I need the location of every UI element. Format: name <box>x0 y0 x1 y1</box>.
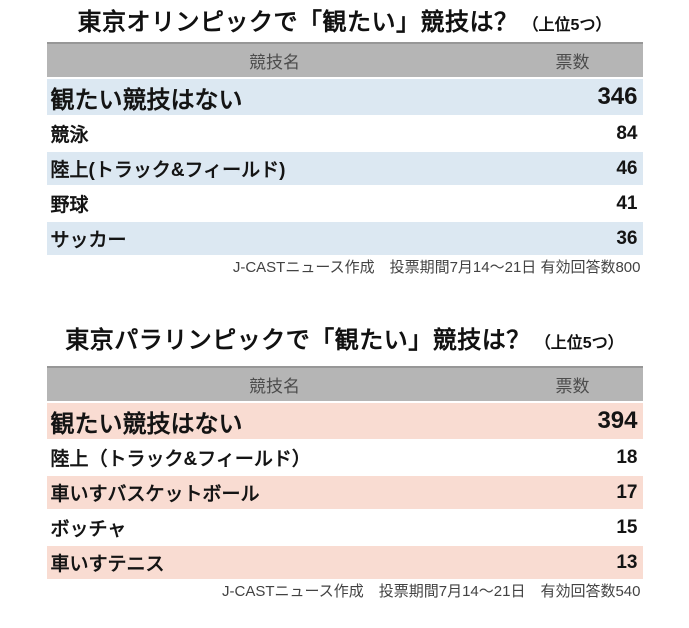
table-row: 観たい競技はない 394 <box>46 403 643 439</box>
sport-name-cell: サッカー <box>50 230 127 251</box>
paralympics-table: 競技名 票数 観たい競技はない 394 陸上（トラック&フィールド） 18 車い… <box>46 366 643 579</box>
olympics-title: 東京オリンピックで「観たい」競技は？ （上位5つ） <box>47 8 643 38</box>
olympics-table-header: 競技名 票数 <box>46 42 643 77</box>
column-header-votes: 票数 <box>555 377 590 396</box>
vote-count-cell: 17 <box>616 481 638 503</box>
sport-name-cell: 車いすテニス <box>50 554 165 575</box>
vote-count-cell: 13 <box>616 551 638 573</box>
vote-count-cell: 18 <box>616 446 638 468</box>
vote-count-cell: 346 <box>597 83 638 110</box>
sport-name-cell: 車いすバスケットボール <box>50 484 260 505</box>
table-row: サッカー 36 <box>46 222 643 255</box>
column-header-sport: 競技名 <box>249 377 300 396</box>
sport-name-cell: 陸上（トラック&フィールド） <box>50 449 311 470</box>
vote-count-cell: 84 <box>616 122 638 144</box>
olympics-section: 東京オリンピックで「観たい」競技は？ （上位5つ） 競技名 票数 観たい競技はない… <box>46 8 643 278</box>
paralympics-title-note: （上位5つ） <box>534 335 624 352</box>
olympics-title-note: （上位5つ） <box>522 17 612 34</box>
vote-count-cell: 394 <box>597 407 638 434</box>
sport-name-cell: 野球 <box>50 195 89 216</box>
table-row: 車いすテニス 13 <box>46 546 643 579</box>
sport-name-cell: 競泳 <box>50 125 89 146</box>
table-row: 野球 41 <box>46 187 643 220</box>
paralympics-source-note: J-CASTニュース作成 投票期間7月14〜21日 有効回答数540 <box>222 583 641 600</box>
table-row: 陸上（トラック&フィールド） 18 <box>46 441 643 474</box>
olympics-source-note: J-CASTニュース作成 投票期間7月14〜21日 有効回答数800 <box>232 259 641 276</box>
column-header-votes: 票数 <box>555 53 590 72</box>
column-header-sport: 競技名 <box>249 53 300 72</box>
olympics-table: 競技名 票数 観たい競技はない 346 競泳 84 陸上(トラック&フィールド)… <box>46 42 643 255</box>
vote-count-cell: 36 <box>616 227 638 249</box>
paralympics-section: 東京パラリンピックで「観たい」競技は？ （上位5つ） 競技名 票数 観たい競技はな… <box>46 326 643 602</box>
vote-count-cell: 15 <box>616 516 638 538</box>
table-row: ボッチャ 15 <box>46 511 643 544</box>
table-row: 競泳 84 <box>46 117 643 150</box>
sport-name-cell: 観たい競技はない <box>50 86 243 114</box>
sport-name-cell: 観たい競技はない <box>50 410 243 438</box>
vote-count-cell: 46 <box>616 157 638 179</box>
paralympics-title-text: 東京パラリンピックで「観たい」競技は？ <box>65 327 531 354</box>
sport-name-cell: 陸上(トラック&フィールド) <box>50 160 286 181</box>
paralympics-table-header: 競技名 票数 <box>46 366 643 401</box>
paralympics-title: 東京パラリンピックで「観たい」競技は？ （上位5つ） <box>47 326 643 356</box>
sport-name-cell: ボッチャ <box>50 519 127 540</box>
olympics-title-text: 東京オリンピックで「観たい」競技は？ <box>77 9 519 36</box>
vote-count-cell: 41 <box>616 192 638 214</box>
table-row: 陸上(トラック&フィールド) 46 <box>46 152 643 185</box>
table-row: 観たい競技はない 346 <box>46 79 643 115</box>
table-row: 車いすバスケットボール 17 <box>46 476 643 509</box>
